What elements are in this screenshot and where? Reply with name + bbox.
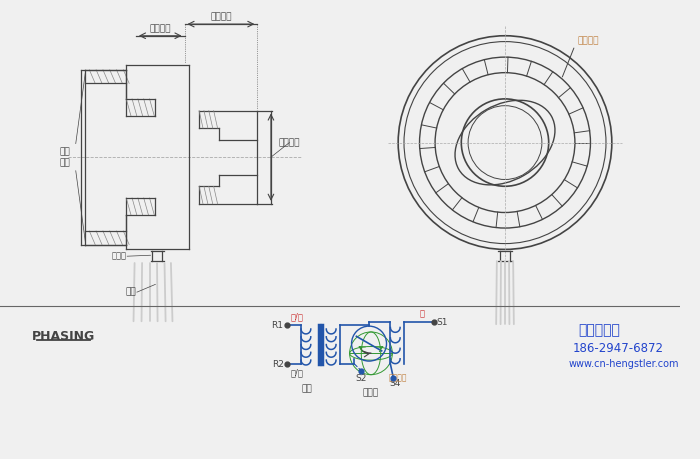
Text: 转子内径: 转子内径 bbox=[578, 36, 599, 45]
Text: S4: S4 bbox=[390, 379, 401, 388]
Text: 定子前边: 定子前边 bbox=[389, 373, 407, 382]
Text: 外壳长度: 外壳长度 bbox=[150, 24, 171, 34]
Text: 红: 红 bbox=[420, 309, 425, 318]
Text: 出线: 出线 bbox=[125, 288, 136, 297]
Text: 原理图: 原理图 bbox=[363, 389, 379, 397]
Text: 转子长度: 转子长度 bbox=[210, 13, 232, 22]
Text: 原边: 原边 bbox=[302, 385, 312, 394]
Text: 186-2947-6872: 186-2947-6872 bbox=[573, 342, 664, 355]
Text: R1: R1 bbox=[272, 321, 284, 330]
Text: R2: R2 bbox=[272, 359, 284, 369]
Text: 转子外径: 转子外径 bbox=[279, 138, 300, 147]
Text: 黑/白: 黑/白 bbox=[290, 368, 304, 377]
Text: S2: S2 bbox=[356, 374, 367, 383]
Text: PHASING: PHASING bbox=[32, 330, 94, 343]
Text: 外壳
外径: 外壳 外径 bbox=[60, 147, 71, 167]
Text: S1: S1 bbox=[436, 318, 447, 327]
Text: 安装段: 安装段 bbox=[111, 252, 126, 261]
Text: 红/白: 红/白 bbox=[290, 312, 304, 321]
Text: 西安德钜拓: 西安德钜拓 bbox=[578, 323, 620, 337]
Text: www.cn-hengstler.com: www.cn-hengstler.com bbox=[568, 359, 678, 369]
